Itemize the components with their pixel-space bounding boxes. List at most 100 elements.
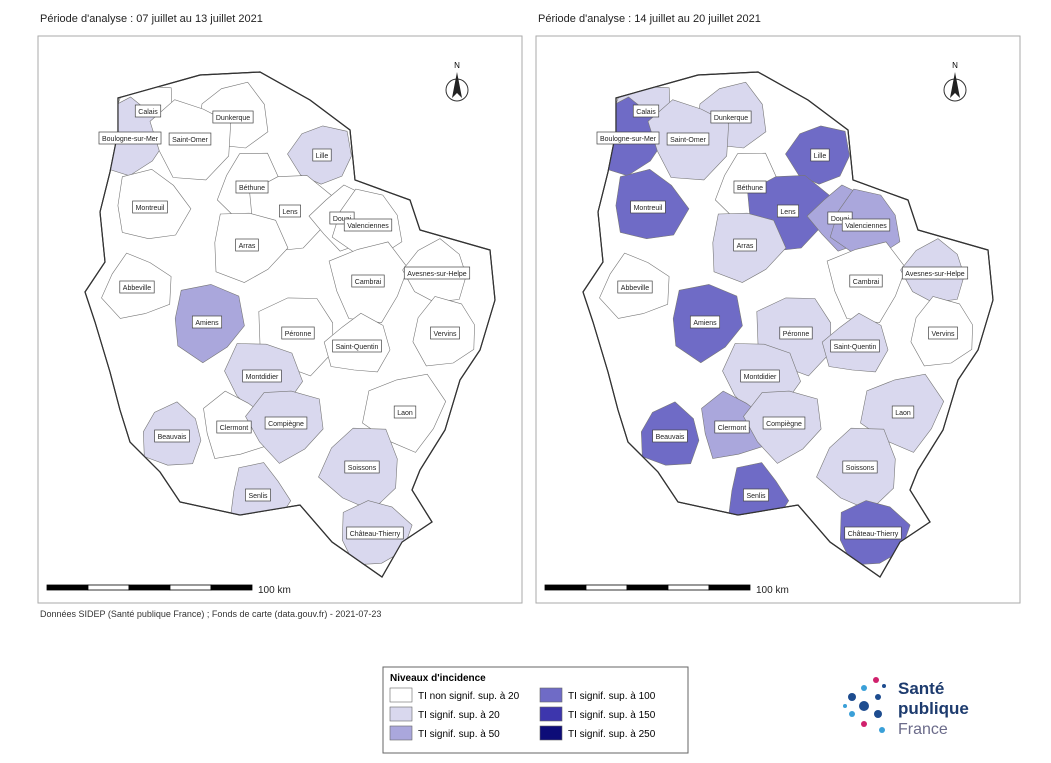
scale-segment <box>169 584 212 591</box>
place-label: Calais <box>636 109 656 116</box>
legend-swatch <box>539 706 563 722</box>
place-label-box <box>830 339 880 353</box>
place-label: Soissons <box>846 465 875 472</box>
place-label: Arras <box>737 243 754 250</box>
legend-swatch <box>389 725 413 741</box>
scale-segment <box>708 584 751 591</box>
place-label: Montreuil <box>634 205 663 212</box>
logo-dot <box>843 704 847 708</box>
place-label-box <box>596 131 660 145</box>
place-label: Saint-Omer <box>172 137 208 144</box>
place-label-box <box>689 315 721 329</box>
place-label: Valenciennes <box>845 223 887 230</box>
place-label: Abbeville <box>621 285 650 292</box>
logo-dot <box>848 693 856 701</box>
legend-title: Niveaux d'incidence <box>390 673 486 684</box>
scale-segment <box>585 584 628 591</box>
place-label-box <box>740 369 780 383</box>
legend-label: TI non signif. sup. à 20 <box>418 691 520 702</box>
logo-dot <box>874 710 882 718</box>
place-label: Boulogne-sur-Mer <box>102 136 159 143</box>
place-label: Péronne <box>783 331 810 338</box>
place-label: Senlis <box>248 493 268 500</box>
place-label-box <box>212 110 254 124</box>
place-label-box <box>393 405 417 419</box>
scale-segment <box>128 584 171 591</box>
place-label-box <box>430 326 460 340</box>
place-label: Laon <box>397 410 413 417</box>
legend-swatch <box>539 725 563 741</box>
place-label: Compiègne <box>268 421 304 428</box>
place-label: Vervins <box>434 331 457 338</box>
place-label-box <box>710 110 752 124</box>
place-label: Saint-Omer <box>670 137 706 144</box>
place-label-box <box>928 326 958 340</box>
place-label-box <box>346 526 404 540</box>
place-label-box <box>351 274 385 288</box>
place-label-box <box>168 132 212 146</box>
scale-segment <box>544 584 587 591</box>
place-label-box <box>344 460 380 474</box>
logo-line1: Santé <box>898 679 944 698</box>
logo-dot <box>879 727 885 733</box>
place-label: Avesnes-sur-Helpe <box>905 271 965 278</box>
place-label-box <box>216 420 252 434</box>
legend-label: TI signif. sup. à 20 <box>418 710 500 721</box>
place-label: Béthune <box>239 185 265 192</box>
place-label: Saint-Quentin <box>834 344 877 351</box>
place-label-box <box>191 315 223 329</box>
place-label: Avesnes-sur-Helpe <box>407 271 467 278</box>
place-label-box <box>901 266 969 280</box>
place-label-box <box>632 104 660 118</box>
legend-label: TI signif. sup. à 50 <box>418 729 500 740</box>
panel-title: Période d'analyse : 07 juillet au 13 jui… <box>40 13 263 25</box>
place-label: Laon <box>895 410 911 417</box>
place-label-box <box>891 405 915 419</box>
place-label-box <box>777 204 799 218</box>
place-label-box <box>849 274 883 288</box>
place-label: Soissons <box>348 465 377 472</box>
place-label-box <box>242 369 282 383</box>
place-label: Cambrai <box>355 279 382 286</box>
place-label: Boulogne-sur-Mer <box>600 136 657 143</box>
panel-title: Période d'analyse : 14 juillet au 20 jui… <box>538 13 761 25</box>
place-label: Clermont <box>220 425 248 432</box>
logo-dot <box>861 685 867 691</box>
north-label: N <box>454 61 460 70</box>
place-label: Château-Thierry <box>350 531 401 538</box>
place-label: Saint-Quentin <box>336 344 379 351</box>
place-label: Amiens <box>195 320 219 327</box>
legend-label: TI signif. sup. à 150 <box>568 710 656 721</box>
scale-label: 100 km <box>258 585 291 596</box>
place-label-box <box>134 104 162 118</box>
scale-segment <box>87 584 130 591</box>
place-label: Beauvais <box>158 434 187 441</box>
place-label-box <box>235 238 259 252</box>
place-label: Valenciennes <box>347 223 389 230</box>
source-note: Données SIDEP (Santé publique France) ; … <box>40 609 381 619</box>
place-label-box <box>617 280 653 294</box>
place-label-box <box>762 416 806 430</box>
logo-dot <box>873 677 879 683</box>
north-arrow <box>950 72 960 98</box>
place-label-box <box>733 238 757 252</box>
place-label: Amiens <box>693 320 717 327</box>
place-label-box <box>332 339 382 353</box>
logo-dot <box>859 701 869 711</box>
place-label: Senlis <box>746 493 766 500</box>
scale-segment <box>46 584 89 591</box>
scale-segment <box>210 584 253 591</box>
place-label-box <box>312 148 332 162</box>
place-label-box <box>842 460 878 474</box>
place-label-box <box>844 526 902 540</box>
place-label-box <box>154 429 190 443</box>
place-label: Abbeville <box>123 285 152 292</box>
place-label-box <box>743 488 769 502</box>
place-label: Cambrai <box>853 279 880 286</box>
place-label-box <box>652 429 688 443</box>
place-label-box <box>810 148 830 162</box>
logo-dot <box>875 694 881 700</box>
legend-label: TI signif. sup. à 250 <box>568 729 656 740</box>
place-label-box <box>279 204 301 218</box>
